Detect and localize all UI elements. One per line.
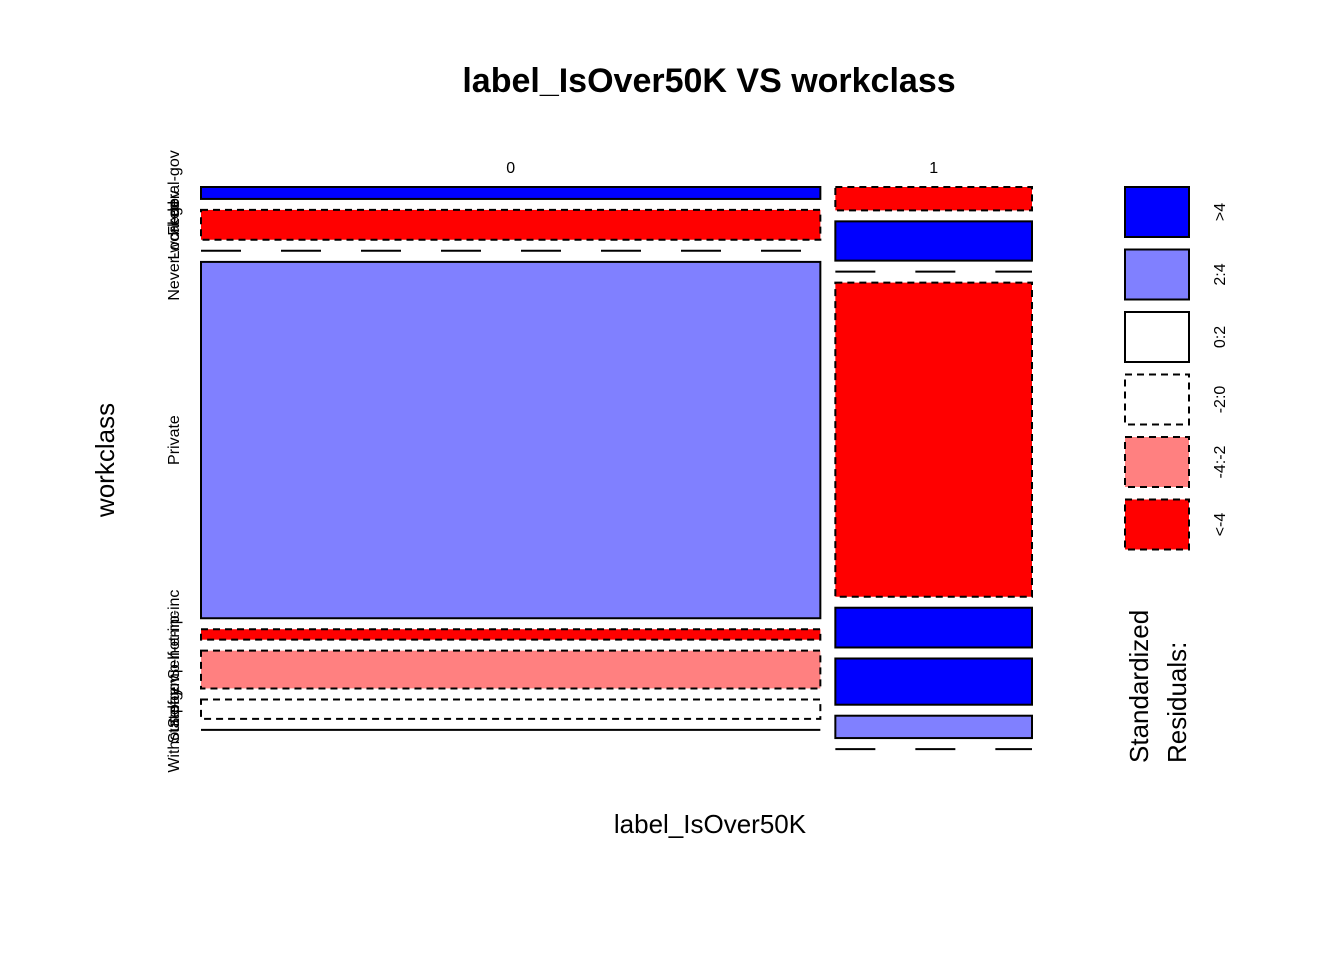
tile-0-self-emp-inc	[200, 628, 822, 641]
y-axis-title: workclass	[90, 403, 120, 518]
legend-swatch-1	[1124, 248, 1190, 301]
tile-1-private	[834, 281, 1033, 598]
legend-label-1: 2:4	[1212, 263, 1229, 285]
tile-0-self-emp-not-inc	[200, 649, 822, 690]
tile-1-state-gov	[834, 714, 1033, 740]
x-axis-title: label_IsOver50K	[614, 809, 807, 839]
row-label-never-worked: Never-worked	[166, 201, 183, 301]
legend-swatch-2	[1124, 311, 1190, 363]
row-label-self-emp-inc: Self-emp-inc	[166, 590, 183, 680]
tile-1-self-emp-not-inc	[834, 657, 1033, 706]
chart-title: label_IsOver50K VS workclass	[462, 62, 955, 100]
legend-label-2: 0:2	[1212, 326, 1229, 348]
tile-0-state-gov	[200, 698, 822, 720]
row-label-self-emp-not-inc: Self-emp-not-inc	[166, 611, 183, 728]
legend-label-4: -4:-2	[1212, 445, 1229, 478]
legend-label-3: -2:0	[1212, 386, 1229, 414]
legend-swatch-5	[1124, 498, 1190, 551]
legend-swatch-3	[1124, 373, 1190, 426]
tile-1-self-emp-inc	[834, 606, 1033, 649]
legend-swatch-4	[1124, 436, 1190, 488]
row-label-local-gov: Local-gov	[166, 190, 183, 259]
tile-0-private	[200, 260, 822, 620]
mosaic-tiles	[200, 186, 1033, 751]
column-label-1: 1	[929, 160, 938, 177]
tile-1-federal-gov	[834, 186, 1033, 212]
row-label-federal-gov: Federal-gov	[166, 150, 183, 235]
legend-title-line-1: Residuals:	[1162, 642, 1192, 763]
row-label-state-gov: State-gov	[166, 675, 183, 743]
tile-0-federal-gov	[200, 186, 822, 200]
legend-label-0: >4	[1212, 203, 1229, 221]
legend-swatch-0	[1124, 186, 1190, 238]
row-label-without-pay: Without-pay	[166, 687, 183, 772]
tile-1-local-gov	[834, 220, 1033, 262]
row-label-private: Private	[166, 415, 183, 465]
column-label-0: 0	[506, 160, 515, 177]
legend: >4 2:4 0:2 -2:0 -4:-2 <-4 Standardized Residual…	[1124, 186, 1229, 763]
legend-label-5: <-4	[1212, 513, 1229, 537]
legend-title-line-0: Standardized	[1124, 610, 1154, 763]
tile-0-local-gov	[200, 208, 822, 241]
